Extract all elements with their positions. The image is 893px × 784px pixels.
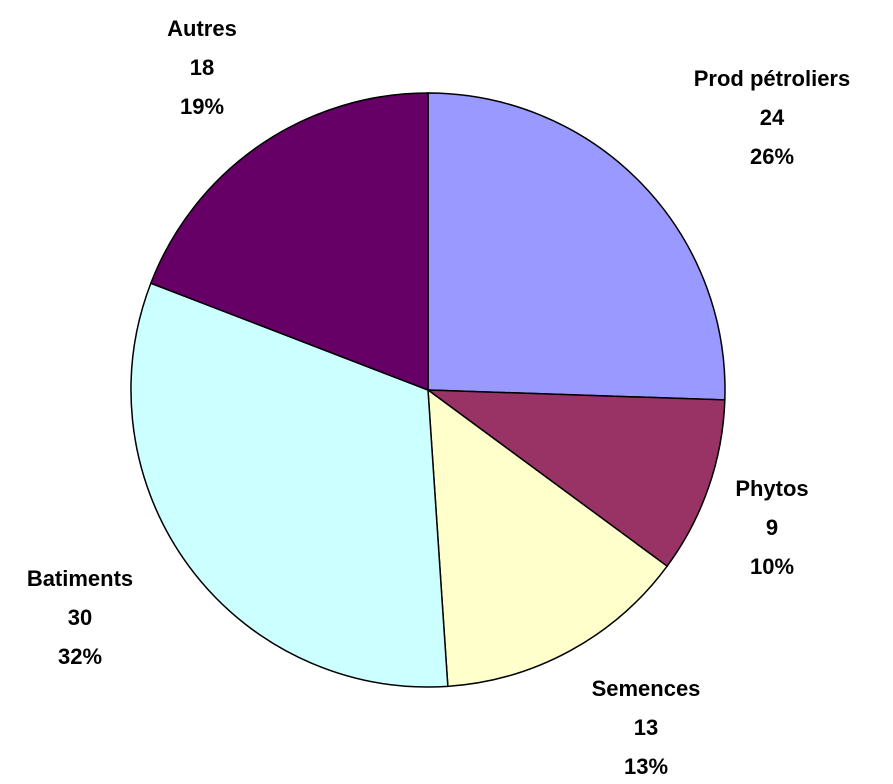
pie-slice <box>425 389 726 568</box>
pie-slice <box>427 92 726 401</box>
slice-label: Prod pétroliers <box>694 66 850 91</box>
slice-value: 18 <box>190 55 214 80</box>
slice-label: Batiments <box>27 566 133 591</box>
slice-label: Autres <box>167 16 237 41</box>
slice-percent: 19% <box>180 94 224 119</box>
pie-slice <box>427 388 669 688</box>
slice-value: 9 <box>766 515 778 540</box>
slice-percent: 26% <box>750 144 794 169</box>
slice-label: Phytos <box>735 476 808 501</box>
pie-slice <box>130 282 449 688</box>
slice-value: 13 <box>634 715 658 740</box>
slice-percent: 13% <box>624 754 668 779</box>
slice-percent: 10% <box>750 554 794 579</box>
slice-value: 24 <box>760 105 785 130</box>
pie-slice <box>149 92 429 392</box>
slice-label: Semences <box>592 676 701 701</box>
slice-percent: 32% <box>58 644 102 669</box>
slice-value: 30 <box>68 605 92 630</box>
